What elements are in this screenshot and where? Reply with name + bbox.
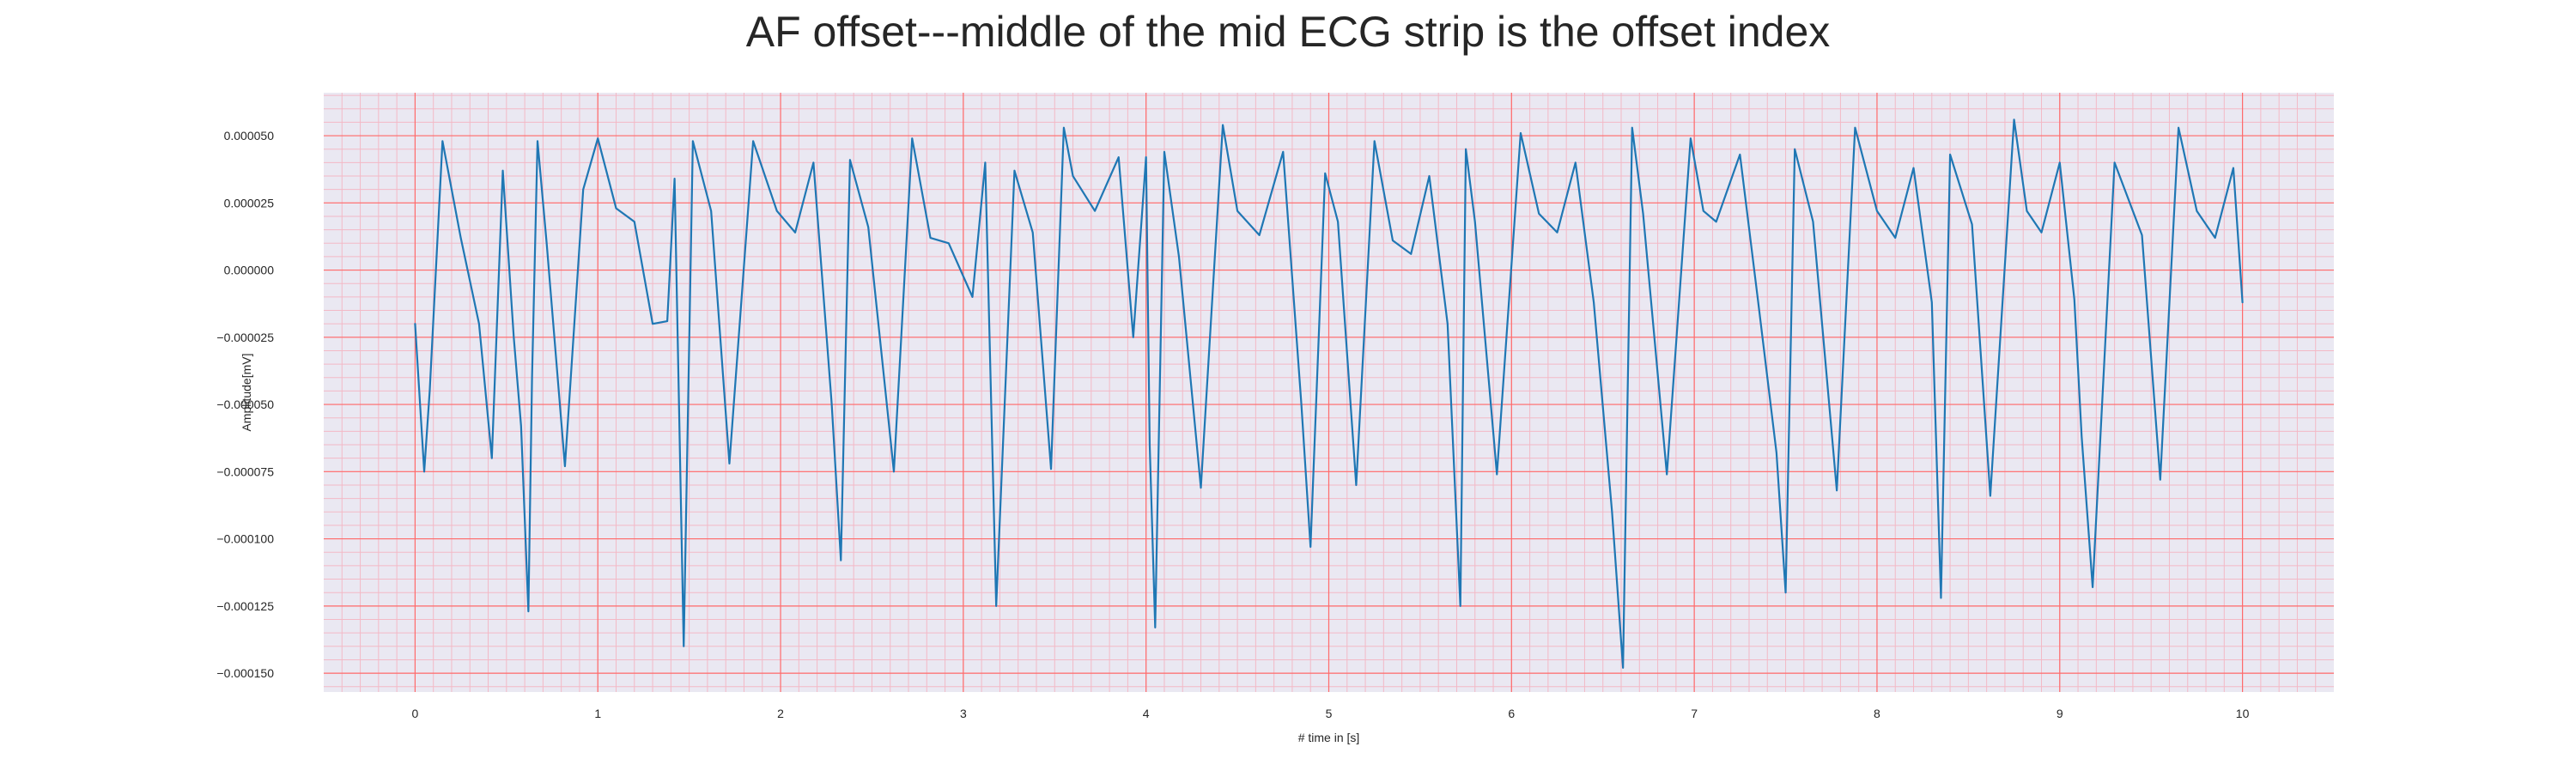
x-tick-label: 7 — [1691, 707, 1698, 720]
y-axis-label: Amplitude[mV] — [240, 353, 253, 431]
ecg-series-line — [414, 118, 2244, 669]
major-grid — [324, 93, 2334, 692]
x-tick-label: 5 — [1326, 707, 1333, 720]
x-tick-label: 6 — [1508, 707, 1515, 720]
y-tick-label: 0.000050 — [224, 129, 275, 143]
x-tick-label: 10 — [2236, 707, 2250, 720]
x-axis-ticks: 0 1 2 3 4 5 6 7 8 9 10 — [412, 707, 2250, 720]
x-axis-label: # time in [s] — [1298, 731, 1360, 744]
y-tick-label: −0.000050 — [216, 398, 274, 411]
y-tick-label: −0.000025 — [216, 331, 274, 344]
series-layer — [414, 118, 2244, 669]
y-axis-ticks: 0.000050 0.000025 0.000000 −0.000025 −0.0000… — [216, 129, 274, 680]
x-tick-label: 1 — [594, 707, 601, 720]
y-tick-label: −0.000150 — [216, 666, 274, 680]
y-tick-label: −0.000075 — [216, 464, 274, 478]
y-tick-label: −0.000100 — [216, 532, 274, 546]
chart-title: AF offset---middle of the mid ECG strip … — [746, 8, 1831, 56]
x-tick-label: 0 — [412, 707, 419, 720]
y-tick-label: 0.000025 — [224, 196, 275, 209]
y-tick-label: −0.000125 — [216, 599, 274, 613]
x-tick-label: 8 — [1874, 707, 1880, 720]
x-tick-label: 2 — [777, 707, 784, 720]
x-tick-label: 3 — [960, 707, 967, 720]
x-tick-label: 9 — [2057, 707, 2063, 720]
y-tick-label: 0.000000 — [224, 264, 275, 277]
x-tick-label: 4 — [1143, 707, 1150, 720]
